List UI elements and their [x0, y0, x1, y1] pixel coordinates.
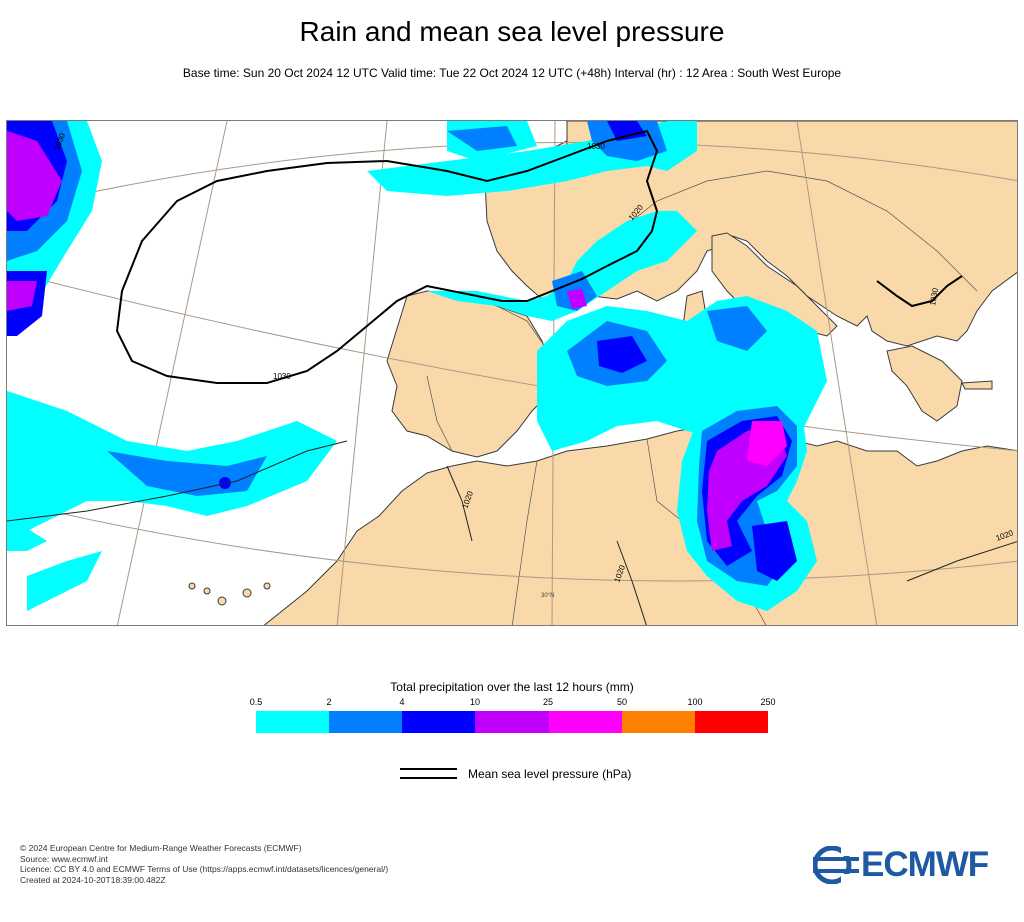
isobar-1030-east: [876, 275, 963, 308]
ecmwf-logo[interactable]: ECMWF: [812, 845, 1013, 885]
colorbar-swatch: [548, 711, 622, 733]
weather-map[interactable]: 1030 1030 1030 1030 1020 1020 1020 1020 …: [6, 120, 1018, 626]
legend-tick: 2: [326, 697, 332, 707]
legend-tick: 100: [687, 697, 703, 707]
isobar-label: 1030: [587, 142, 605, 151]
legend-tick: 250: [760, 697, 776, 707]
chart-title: Rain and mean sea level pressure: [299, 16, 725, 47]
isobars-1020: [7, 440, 1017, 625]
pressure-key-label: Mean sea level pressure (hPa): [468, 767, 632, 781]
credit-line: Licence: CC BY 4.0 and ECMWF Terms of Us…: [20, 864, 389, 874]
legend-tick: 50: [616, 697, 628, 707]
credit-line: © 2024 European Centre for Medium-Range …: [20, 843, 302, 853]
legend-ticks: 0.5 2 4 10 25 50 100 250: [250, 697, 776, 709]
legend-tick: 0.5: [249, 697, 263, 707]
credit-line: Source: www.ecmwf.int: [20, 853, 108, 864]
precipitation-layer: [7, 121, 827, 611]
graticule-lines: [7, 121, 1017, 625]
legend-tick: 10: [469, 697, 481, 707]
ecmwf-logo-icon: [812, 845, 859, 885]
precipitation-colorbar: [256, 711, 768, 733]
colorbar-swatch: [475, 711, 549, 733]
colorbar-swatch: [694, 711, 768, 733]
chart-subtitle: Base time: Sun 20 Oct 2024 12 UTC Valid …: [182, 66, 842, 80]
greece-landmass: [886, 345, 963, 422]
latitude-label: 30°N: [541, 593, 554, 599]
logo-text: ECMWF: [861, 845, 989, 884]
legend-tick: 4: [399, 697, 405, 707]
isobar-label: 1030: [928, 287, 940, 307]
pressure-line-swatch: [400, 777, 457, 779]
credit-line: Created at 2024-10-20T18:39:00.482Z: [20, 874, 166, 885]
colorbar-swatch: [621, 711, 695, 733]
map-canvas: 1030 1030 1030 1030 1020 1020 1020 1020 …: [7, 121, 1017, 625]
colorbar-swatch: [402, 711, 476, 733]
isobar-label: 1030: [273, 372, 291, 381]
pressure-line-swatch: [400, 768, 457, 770]
credits: © 2024 European Centre for Medium-Range …: [20, 843, 388, 885]
colorbar-swatch: [256, 711, 330, 733]
land-areas: [188, 121, 1017, 625]
legend-tick: 25: [542, 697, 554, 707]
isobar-1030: [115, 129, 659, 384]
isobars: [115, 129, 963, 384]
legend-title: Total precipitation over the last 12 hou…: [390, 680, 634, 694]
colorbar-swatch: [329, 711, 403, 733]
